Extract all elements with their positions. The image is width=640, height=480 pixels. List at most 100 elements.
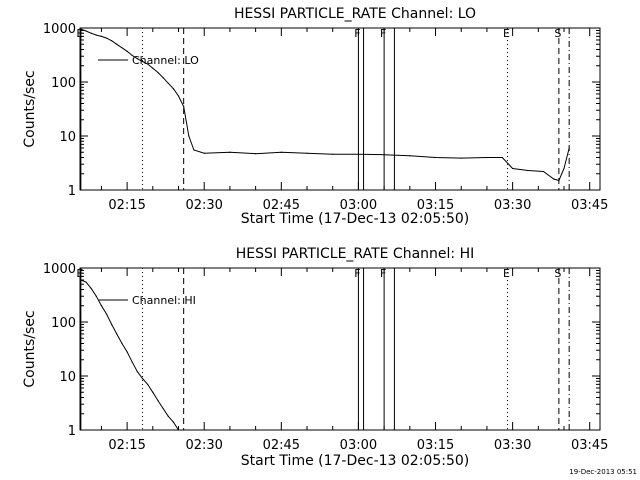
data-point bbox=[80, 279, 82, 281]
data-point bbox=[172, 421, 174, 423]
series-line-lo bbox=[80, 28, 570, 182]
x-tick-label: 03:30 bbox=[494, 198, 531, 213]
data-point bbox=[136, 371, 138, 373]
data-point bbox=[558, 179, 560, 182]
data-point bbox=[383, 154, 385, 156]
x-tick-label: 03:15 bbox=[417, 198, 454, 213]
data-point bbox=[280, 151, 282, 153]
footer-timestamp: 19-Dec-2013 05:51 bbox=[569, 468, 637, 476]
data-point bbox=[460, 157, 462, 159]
x-tick-label: 02:45 bbox=[263, 198, 300, 213]
data-point bbox=[162, 407, 164, 410]
data-point bbox=[188, 135, 190, 137]
data-point bbox=[147, 383, 149, 385]
data-point bbox=[568, 147, 570, 149]
data-point bbox=[80, 28, 82, 30]
x-axis-label: Start Time (17-Dec-13 02:05:50) bbox=[241, 453, 469, 469]
data-point bbox=[116, 43, 118, 45]
x-tick-label: 02:45 bbox=[263, 438, 300, 453]
data-point bbox=[111, 40, 113, 42]
data-point bbox=[136, 58, 138, 60]
chart-panel-lo: HESSI PARTICLE_RATE Channel: LO 1 10 100 100… bbox=[22, 6, 608, 227]
data-point bbox=[167, 415, 169, 417]
data-point bbox=[152, 391, 154, 393]
data-point bbox=[126, 50, 128, 52]
x-tick-label: 02:15 bbox=[108, 438, 145, 453]
chart-title: HESSI PARTICLE_RATE Channel: LO bbox=[234, 6, 476, 22]
y-tick-label: 100 bbox=[51, 76, 76, 91]
y-tick-label: 1 bbox=[68, 424, 76, 439]
x-tick-label: 02:30 bbox=[185, 438, 222, 453]
x-tick-label: 03:45 bbox=[571, 438, 608, 453]
data-point bbox=[563, 167, 565, 170]
marker-label: E bbox=[76, 267, 83, 280]
data-point bbox=[95, 295, 97, 297]
x-axis-label: Start Time (17-Dec-13 02:05:50) bbox=[241, 211, 469, 227]
data-point bbox=[177, 429, 180, 431]
data-point bbox=[542, 170, 545, 173]
data-point bbox=[147, 63, 149, 65]
x-tick-label: 02:30 bbox=[185, 198, 222, 213]
y-tick-label: 1 bbox=[68, 184, 76, 199]
legend-label: Channel: HI bbox=[132, 294, 196, 307]
data-point bbox=[501, 156, 503, 159]
marker-label: S bbox=[554, 267, 561, 280]
data-point bbox=[131, 361, 133, 363]
data-point bbox=[434, 156, 437, 159]
data-point bbox=[486, 156, 488, 159]
data-point bbox=[90, 287, 92, 289]
data-point bbox=[527, 169, 529, 172]
data-point bbox=[100, 35, 103, 37]
data-point bbox=[357, 153, 360, 155]
data-point bbox=[85, 30, 87, 32]
data-point bbox=[177, 95, 180, 97]
data-point bbox=[229, 151, 231, 153]
data-point bbox=[255, 153, 257, 155]
chart-panel-hi: HESSI PARTICLE_RATE Channel: HI 1 10 100 100… bbox=[22, 246, 608, 469]
data-point bbox=[183, 106, 185, 108]
marker-label: E bbox=[76, 27, 83, 40]
data-point bbox=[116, 333, 118, 335]
data-point bbox=[512, 167, 514, 170]
data-point bbox=[100, 305, 103, 307]
y-tick-label: 10 bbox=[59, 130, 76, 145]
x-tick-label: 03:45 bbox=[571, 198, 608, 213]
marker-label: E bbox=[503, 27, 510, 40]
y-axis-label: Counts/sec bbox=[22, 70, 38, 147]
data-point bbox=[167, 82, 169, 84]
y-axis-label: Counts/sec bbox=[22, 310, 38, 387]
x-tick-label: 03:30 bbox=[494, 438, 531, 453]
y-tick-label: 1000 bbox=[43, 22, 76, 37]
series-line-hi bbox=[80, 279, 179, 431]
plot-frame bbox=[79, 27, 601, 191]
marker-label: F bbox=[354, 27, 360, 40]
x-tick-label: 03:00 bbox=[340, 198, 377, 213]
data-point bbox=[306, 152, 308, 154]
legend-label: Channel: LO bbox=[132, 54, 199, 67]
y-tick-label: 100 bbox=[51, 316, 76, 331]
data-point bbox=[157, 400, 159, 402]
y-tick-label: 1000 bbox=[43, 262, 76, 277]
data-point bbox=[203, 152, 205, 154]
data-point bbox=[193, 149, 195, 151]
data-point bbox=[141, 377, 144, 380]
marker-label: F bbox=[354, 267, 360, 280]
data-point bbox=[172, 88, 174, 90]
marker-label: F bbox=[380, 27, 386, 40]
data-point bbox=[90, 32, 92, 34]
chart-title: HESSI PARTICLE_RATE Channel: HI bbox=[236, 246, 474, 262]
data-point bbox=[121, 47, 123, 49]
marker-label: F bbox=[380, 267, 386, 280]
y-tick-label: 10 bbox=[59, 370, 76, 385]
data-point bbox=[553, 178, 555, 180]
marker-label: E bbox=[503, 267, 510, 280]
data-point bbox=[152, 67, 154, 69]
data-point bbox=[409, 155, 411, 157]
data-point bbox=[111, 323, 113, 326]
x-tick-label: 02:15 bbox=[108, 198, 145, 213]
data-point bbox=[121, 342, 123, 345]
data-point bbox=[85, 281, 87, 283]
data-point bbox=[332, 153, 334, 155]
marker-label: S bbox=[554, 27, 561, 40]
